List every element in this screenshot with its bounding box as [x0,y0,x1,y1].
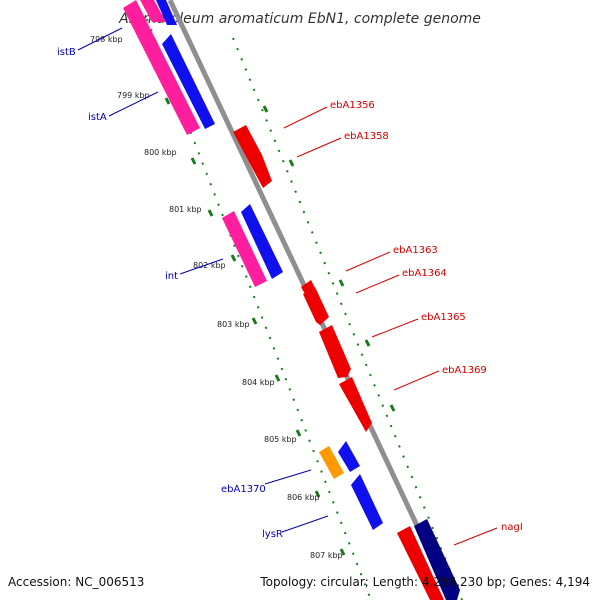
major-tick [274,374,281,382]
gene-ebA1369[interactable] [339,377,372,432]
gene-istA-blue[interactable] [162,34,215,129]
major-ticks [153,40,396,556]
major-tick [207,209,214,217]
leader-line [281,515,329,533]
kbp-label: 801 kbp [169,205,202,214]
gene-ebA1365[interactable] [319,325,351,378]
kbp-label: 799 kbp [117,91,150,100]
kbp-label: 803 kbp [217,320,250,329]
gene-label-ebA1356[interactable]: ebA1356 [330,100,375,111]
gene-label-ebA1364[interactable]: ebA1364 [402,268,447,279]
gene-int-blue[interactable] [241,204,283,279]
gene-ebA1370[interactable] [319,446,344,479]
major-tick [190,157,197,165]
major-tick [251,317,258,325]
gene-label-nagI[interactable]: nagI [501,522,523,533]
major-tick [314,490,321,498]
plus-gene-labels: istB istA int ebA1370 lysR [57,27,329,540]
gene-label-ebA1363[interactable]: ebA1363 [393,245,438,256]
kbp-label: 804 kbp [242,378,275,387]
major-tick [230,254,237,262]
leader-line [108,91,159,117]
major-tick [364,339,371,347]
gene-ebA1356[interactable] [233,125,272,188]
gene-ebA1364[interactable] [303,287,329,325]
gene-label-ebA1370[interactable]: ebA1370 [221,484,266,495]
gene-istB-blue[interactable] [156,0,177,25]
major-tick [164,97,171,105]
leader-line [355,274,400,294]
minus-strand-genes [233,125,460,600]
kbp-label: 798 kbp [90,35,123,44]
leader-line [264,469,312,485]
gene-istB[interactable] [140,0,166,22]
major-tick [338,279,345,287]
major-tick [262,105,269,113]
gene-nagI-navy[interactable] [414,519,460,600]
inner-tick-track [146,18,372,600]
major-tick [389,404,396,412]
kbp-label: 805 kbp [264,435,297,444]
kbp-label: 802 kbp [193,261,226,270]
leader-line [393,370,440,391]
kbp-label: 807 kbp [310,551,343,560]
gene-label-int[interactable]: int [165,271,178,282]
gene-nagI-red[interactable] [397,526,444,600]
leader-line [345,251,391,272]
gene-label-lysR[interactable]: lysR [262,529,283,540]
major-tick [295,429,302,437]
gene-lysR[interactable] [351,474,383,530]
minus-gene-labels: ebA1356 ebA1358 ebA1363 ebA1364 ebA1365 … [283,100,523,546]
gene-label-istA[interactable]: istA [88,112,107,123]
tick-tracks [146,18,463,600]
gene-label-istB[interactable]: istB [57,47,76,58]
gene-label-ebA1365[interactable]: ebA1365 [421,312,466,323]
genome-summary-text: Topology: circular; Length: 4,296,230 bp… [259,575,590,589]
gene-label-ebA1369[interactable]: ebA1369 [442,365,487,376]
leader-line [179,258,224,275]
gene-label-ebA1358[interactable]: ebA1358 [344,131,389,142]
kbp-label: 806 kbp [287,493,320,502]
kbp-labels: 798 kbp 799 kbp 800 kbp 801 kbp 802 kbp … [90,35,343,560]
leader-line [453,527,498,546]
gene-int-pink[interactable] [222,211,267,287]
kbp-label: 800 kbp [144,148,177,157]
gene-istA-pink[interactable] [123,0,200,135]
leader-line [77,27,123,51]
gene-ebA1370-blue[interactable] [338,441,360,472]
major-tick [288,159,295,167]
leader-line [296,137,342,158]
accession-text: Accession: NC_006513 [8,575,144,589]
plus-strand-genes [123,0,383,530]
leader-line [283,106,328,129]
map-title: Aromatoleum aromaticum EbN1, complete ge… [118,11,481,27]
leader-line [371,318,419,338]
major-tick [339,548,346,556]
